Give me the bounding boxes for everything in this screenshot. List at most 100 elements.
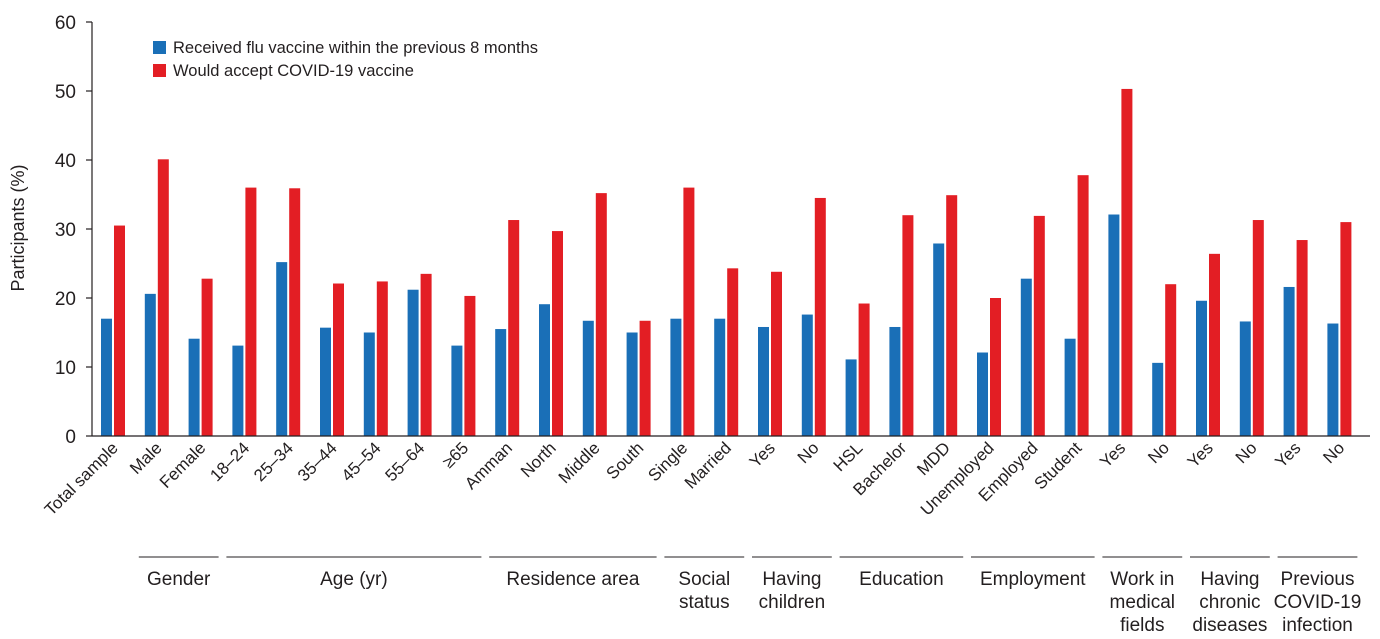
bar-covid-vaccine <box>639 320 651 436</box>
x-tick-label: 25–34 <box>250 438 297 485</box>
legend-swatch <box>153 64 166 77</box>
x-tick-label: No <box>1319 438 1348 467</box>
bar-flu-vaccine <box>144 293 156 436</box>
bar-flu-vaccine <box>582 320 594 436</box>
bar-flu-vaccine <box>1020 278 1032 436</box>
bar-covid-vaccine <box>157 159 169 436</box>
x-tick-label: No <box>794 438 823 467</box>
x-tick-label: Student <box>1031 438 1086 493</box>
group-label: diseases <box>1192 615 1267 636</box>
bar-covid-vaccine <box>1165 284 1177 436</box>
x-tick-label: HSL <box>830 438 867 475</box>
group-label: Having <box>762 569 821 590</box>
bar-covid-vaccine <box>1033 215 1045 436</box>
bar-flu-vaccine <box>977 352 988 436</box>
y-tick-label: 0 <box>65 427 76 448</box>
bar-covid-vaccine <box>245 187 257 436</box>
bar-flu-vaccine <box>407 289 419 436</box>
bar-flu-vaccine <box>801 314 813 436</box>
bar-flu-vaccine <box>889 326 901 436</box>
bar-flu-vaccine <box>1327 323 1339 436</box>
bar-covid-vaccine <box>683 187 695 436</box>
legend: Received flu vaccine within the previous… <box>153 39 538 80</box>
bar-covid-vaccine <box>946 195 958 436</box>
bar-covid-vaccine <box>1252 220 1264 436</box>
y-tick-label: 40 <box>55 151 76 172</box>
y-tick-label: 30 <box>55 220 76 241</box>
bar-flu-vaccine <box>758 326 769 436</box>
y-axis-label: Participants (%) <box>8 164 28 291</box>
y-tick-label: 60 <box>55 13 76 34</box>
bar-covid-vaccine <box>990 298 1001 436</box>
bar-flu-vaccine <box>232 345 244 436</box>
group-label: Employment <box>980 569 1086 590</box>
bar-flu-vaccine <box>451 345 463 436</box>
x-tick-label: Male <box>126 438 165 477</box>
group-label: fields <box>1120 615 1164 636</box>
group-label: children <box>759 592 826 613</box>
group-label: medical <box>1110 592 1175 613</box>
bar-covid-vaccine <box>201 278 213 436</box>
bar-flu-vaccine <box>320 327 331 436</box>
x-tick-label: Yes <box>1271 438 1304 471</box>
group-label: infection <box>1282 615 1353 636</box>
bar-flu-vaccine <box>933 243 945 436</box>
bar-flu-vaccine <box>1196 300 1207 436</box>
group-label: Work in <box>1110 569 1174 590</box>
bar-flu-vaccine <box>1108 214 1120 436</box>
x-tick-label: Yes <box>1096 438 1129 471</box>
x-tick-label: MDD <box>913 438 954 479</box>
bar-flu-vaccine <box>1064 338 1076 436</box>
bar-covid-vaccine <box>552 231 563 436</box>
group-label: Previous <box>1281 569 1355 590</box>
x-tick-label: Middle <box>555 438 604 487</box>
x-tick-label: Amman <box>461 438 516 493</box>
legend-label: Would accept COVID-19 vaccine <box>173 62 414 80</box>
group-label: Having <box>1200 569 1259 590</box>
bar-flu-vaccine <box>276 262 288 436</box>
x-tick-label: South <box>603 438 648 483</box>
x-tick-label: ≥65 <box>439 438 472 471</box>
bar-covid-vaccine <box>333 283 344 436</box>
group-label: Education <box>859 569 944 590</box>
x-tick-label: Married <box>681 438 735 492</box>
bar-covid-vaccine <box>1077 175 1089 436</box>
bars <box>101 88 1352 437</box>
bar-flu-vaccine <box>188 338 200 436</box>
x-tick-label: 45–54 <box>338 438 385 485</box>
bar-covid-vaccine <box>1209 253 1220 436</box>
bar-covid-vaccine <box>1296 240 1308 436</box>
bar-flu-vaccine <box>626 332 638 436</box>
y-tick-label: 20 <box>55 289 76 310</box>
bar-covid-vaccine <box>289 188 301 436</box>
bar-flu-vaccine <box>1283 286 1295 436</box>
x-tick-label: 18–24 <box>206 438 253 485</box>
y-axis: 0 10 20 30 40 50 60 <box>55 13 93 448</box>
x-tick-label: Yes <box>746 438 779 471</box>
bar-covid-vaccine <box>595 193 607 436</box>
group-label: Social <box>678 569 730 590</box>
y-tick-label: 10 <box>55 358 76 379</box>
bar-covid-vaccine <box>508 220 520 436</box>
bar-flu-vaccine <box>714 318 726 436</box>
group-label: Age (yr) <box>320 569 388 590</box>
bar-covid-vaccine <box>114 225 125 436</box>
bar-flu-vaccine <box>1239 321 1251 436</box>
bar-covid-vaccine <box>858 303 870 436</box>
x-tick-label: Yes <box>1184 438 1217 471</box>
group-label: COVID-19 <box>1274 592 1362 613</box>
bar-flu-vaccine <box>495 329 507 436</box>
y-tick-label: 50 <box>55 82 76 103</box>
group-label: Residence area <box>506 569 640 590</box>
bar-flu-vaccine <box>845 359 857 436</box>
bar-flu-vaccine <box>101 318 112 436</box>
group-label: Gender <box>147 569 211 590</box>
x-tick-label: Total sample <box>41 438 122 519</box>
bar-flu-vaccine <box>1152 362 1164 436</box>
bar-covid-vaccine <box>771 271 782 436</box>
x-tick-label: North <box>517 438 560 481</box>
legend-label: Received flu vaccine within the previous… <box>173 39 538 57</box>
bar-covid-vaccine <box>1121 88 1133 437</box>
bar-covid-vaccine <box>727 268 739 436</box>
bar-covid-vaccine <box>420 273 432 436</box>
